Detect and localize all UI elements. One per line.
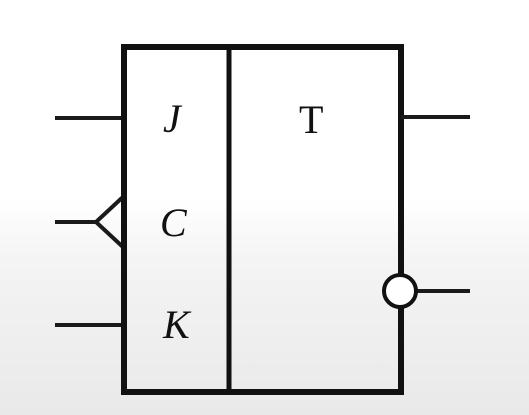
flipflop-type-label: T — [299, 97, 323, 142]
flipflop-body — [121, 44, 404, 395]
clock-edge-indicator — [93, 194, 126, 250]
pin-label-c: C — [160, 200, 188, 245]
pin-label-j: J — [163, 96, 183, 141]
inversion-bubble — [382, 273, 418, 309]
pin-label-k: K — [162, 302, 192, 347]
